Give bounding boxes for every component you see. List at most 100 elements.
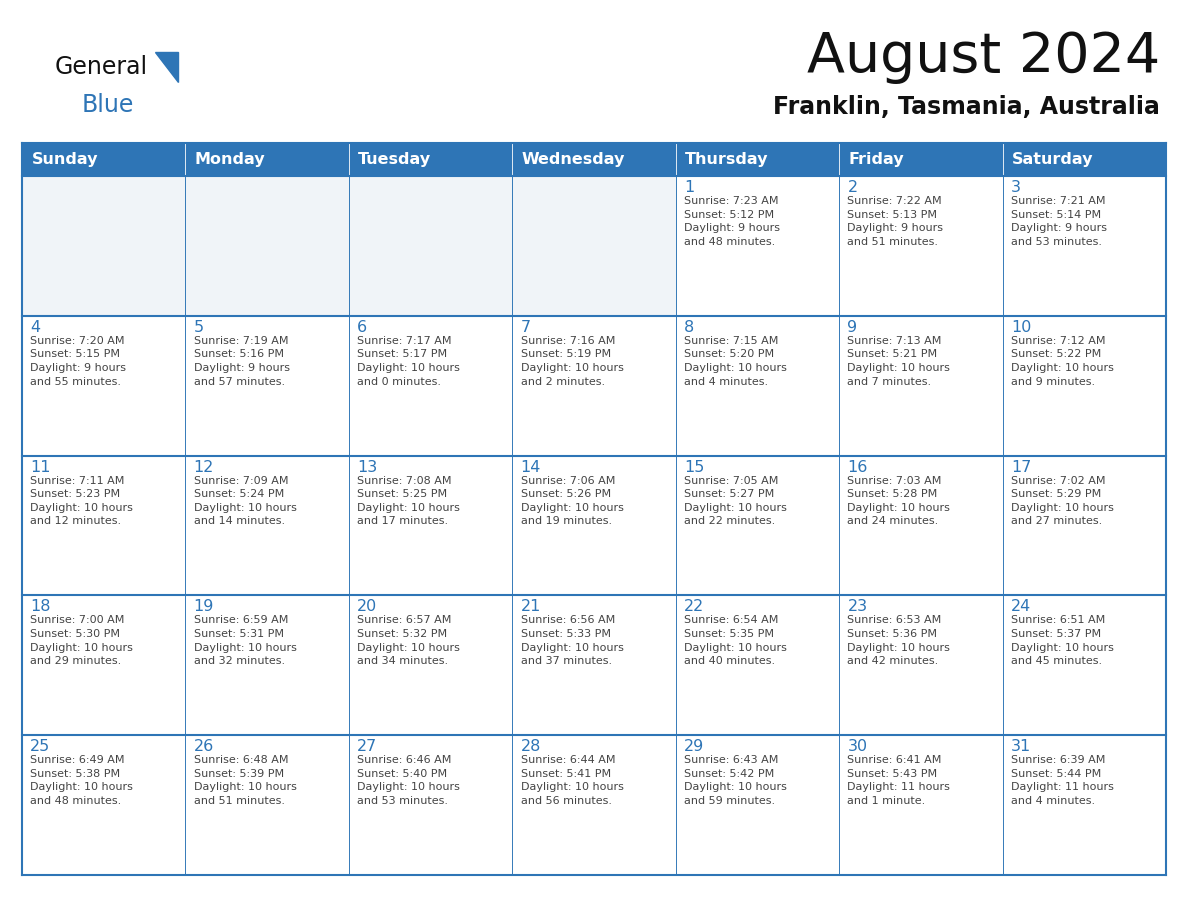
Bar [349, 455, 512, 596]
Text: Sunrise: 7:00 AM
Sunset: 5:30 PM
Daylight: 10 hours
and 29 minutes.: Sunrise: 7:00 AM Sunset: 5:30 PM Dayligh… [31, 615, 133, 666]
Text: Sunrise: 7:19 AM
Sunset: 5:16 PM
Daylight: 9 hours
and 57 minutes.: Sunrise: 7:19 AM Sunset: 5:16 PM Dayligh… [194, 336, 290, 386]
Text: Sunrise: 7:21 AM
Sunset: 5:14 PM
Daylight: 9 hours
and 53 minutes.: Sunrise: 7:21 AM Sunset: 5:14 PM Dayligh… [1011, 196, 1107, 247]
Bar [349, 176, 512, 316]
Text: 28: 28 [520, 739, 541, 755]
Text: Blue: Blue [81, 93, 133, 117]
Text: 2: 2 [847, 180, 858, 195]
Text: Sunrise: 7:20 AM
Sunset: 5:15 PM
Daylight: 9 hours
and 55 minutes.: Sunrise: 7:20 AM Sunset: 5:15 PM Dayligh… [31, 336, 126, 386]
Bar [512, 735, 676, 875]
Text: Sunrise: 7:05 AM
Sunset: 5:27 PM
Daylight: 10 hours
and 22 minutes.: Sunrise: 7:05 AM Sunset: 5:27 PM Dayligh… [684, 476, 786, 526]
Bar [839, 455, 1003, 596]
Text: Sunrise: 6:43 AM
Sunset: 5:42 PM
Daylight: 10 hours
and 59 minutes.: Sunrise: 6:43 AM Sunset: 5:42 PM Dayligh… [684, 756, 786, 806]
Text: Sunrise: 6:56 AM
Sunset: 5:33 PM
Daylight: 10 hours
and 37 minutes.: Sunrise: 6:56 AM Sunset: 5:33 PM Dayligh… [520, 615, 624, 666]
Text: 27: 27 [358, 739, 378, 755]
Text: 11: 11 [31, 460, 51, 475]
Text: 6: 6 [358, 319, 367, 335]
Text: 4: 4 [31, 319, 40, 335]
Bar [676, 735, 839, 875]
Text: Sunrise: 6:44 AM
Sunset: 5:41 PM
Daylight: 10 hours
and 56 minutes.: Sunrise: 6:44 AM Sunset: 5:41 PM Dayligh… [520, 756, 624, 806]
Text: 16: 16 [847, 460, 867, 475]
Text: Sunrise: 7:15 AM
Sunset: 5:20 PM
Daylight: 10 hours
and 4 minutes.: Sunrise: 7:15 AM Sunset: 5:20 PM Dayligh… [684, 336, 786, 386]
Bar [1003, 176, 1165, 316]
Bar [512, 455, 676, 596]
Text: Sunrise: 7:13 AM
Sunset: 5:21 PM
Daylight: 10 hours
and 7 minutes.: Sunrise: 7:13 AM Sunset: 5:21 PM Dayligh… [847, 336, 950, 386]
Text: General: General [55, 55, 148, 79]
Text: Sunrise: 7:02 AM
Sunset: 5:29 PM
Daylight: 10 hours
and 27 minutes.: Sunrise: 7:02 AM Sunset: 5:29 PM Dayligh… [1011, 476, 1114, 526]
Text: 17: 17 [1011, 460, 1031, 475]
Text: Tuesday: Tuesday [359, 152, 431, 167]
Text: Sunrise: 6:46 AM
Sunset: 5:40 PM
Daylight: 10 hours
and 53 minutes.: Sunrise: 6:46 AM Sunset: 5:40 PM Dayligh… [358, 756, 460, 806]
Bar [23, 735, 185, 875]
Text: 18: 18 [31, 599, 51, 614]
Text: 14: 14 [520, 460, 541, 475]
Bar [23, 596, 185, 735]
Text: 29: 29 [684, 739, 704, 755]
Bar [185, 176, 349, 316]
Bar [512, 596, 676, 735]
Text: Sunrise: 7:09 AM
Sunset: 5:24 PM
Daylight: 10 hours
and 14 minutes.: Sunrise: 7:09 AM Sunset: 5:24 PM Dayligh… [194, 476, 297, 526]
Text: Monday: Monday [195, 152, 266, 167]
Text: Sunrise: 7:23 AM
Sunset: 5:12 PM
Daylight: 9 hours
and 48 minutes.: Sunrise: 7:23 AM Sunset: 5:12 PM Dayligh… [684, 196, 781, 247]
Polygon shape [154, 52, 178, 82]
Text: 21: 21 [520, 599, 541, 614]
Bar [839, 596, 1003, 735]
Text: Sunrise: 6:41 AM
Sunset: 5:43 PM
Daylight: 11 hours
and 1 minute.: Sunrise: 6:41 AM Sunset: 5:43 PM Dayligh… [847, 756, 950, 806]
Text: Sunrise: 7:11 AM
Sunset: 5:23 PM
Daylight: 10 hours
and 12 minutes.: Sunrise: 7:11 AM Sunset: 5:23 PM Dayligh… [31, 476, 133, 526]
Bar [1003, 596, 1165, 735]
Text: 23: 23 [847, 599, 867, 614]
Bar [839, 316, 1003, 455]
Text: Sunrise: 7:17 AM
Sunset: 5:17 PM
Daylight: 10 hours
and 0 minutes.: Sunrise: 7:17 AM Sunset: 5:17 PM Dayligh… [358, 336, 460, 386]
Text: 10: 10 [1011, 319, 1031, 335]
Text: 24: 24 [1011, 599, 1031, 614]
Text: Friday: Friday [848, 152, 904, 167]
Text: Sunrise: 6:39 AM
Sunset: 5:44 PM
Daylight: 11 hours
and 4 minutes.: Sunrise: 6:39 AM Sunset: 5:44 PM Dayligh… [1011, 756, 1114, 806]
Text: 5: 5 [194, 319, 204, 335]
Text: 25: 25 [31, 739, 51, 755]
Text: 8: 8 [684, 319, 694, 335]
Text: Sunrise: 6:54 AM
Sunset: 5:35 PM
Daylight: 10 hours
and 40 minutes.: Sunrise: 6:54 AM Sunset: 5:35 PM Dayligh… [684, 615, 786, 666]
Text: Wednesday: Wednesday [522, 152, 625, 167]
Text: 3: 3 [1011, 180, 1020, 195]
Bar [676, 596, 839, 735]
Bar [512, 176, 676, 316]
Bar [23, 455, 185, 596]
Bar [185, 143, 349, 176]
Bar [676, 455, 839, 596]
Text: 20: 20 [358, 599, 378, 614]
Text: 19: 19 [194, 599, 214, 614]
Text: 13: 13 [358, 460, 378, 475]
Text: Sunrise: 6:53 AM
Sunset: 5:36 PM
Daylight: 10 hours
and 42 minutes.: Sunrise: 6:53 AM Sunset: 5:36 PM Dayligh… [847, 615, 950, 666]
Text: 26: 26 [194, 739, 214, 755]
Text: 12: 12 [194, 460, 214, 475]
Text: Sunrise: 7:08 AM
Sunset: 5:25 PM
Daylight: 10 hours
and 17 minutes.: Sunrise: 7:08 AM Sunset: 5:25 PM Dayligh… [358, 476, 460, 526]
Text: Sunrise: 6:59 AM
Sunset: 5:31 PM
Daylight: 10 hours
and 32 minutes.: Sunrise: 6:59 AM Sunset: 5:31 PM Dayligh… [194, 615, 297, 666]
Text: Saturday: Saturday [1012, 152, 1094, 167]
Bar [1003, 455, 1165, 596]
Bar [676, 176, 839, 316]
Bar [839, 176, 1003, 316]
Text: 15: 15 [684, 460, 704, 475]
Text: Sunrise: 7:12 AM
Sunset: 5:22 PM
Daylight: 10 hours
and 9 minutes.: Sunrise: 7:12 AM Sunset: 5:22 PM Dayligh… [1011, 336, 1114, 386]
Bar [349, 316, 512, 455]
Bar [349, 596, 512, 735]
Text: Sunrise: 7:22 AM
Sunset: 5:13 PM
Daylight: 9 hours
and 51 minutes.: Sunrise: 7:22 AM Sunset: 5:13 PM Dayligh… [847, 196, 943, 247]
Bar [23, 143, 185, 176]
Bar [23, 316, 185, 455]
Bar [349, 143, 512, 176]
Text: August 2024: August 2024 [807, 30, 1159, 84]
Text: 7: 7 [520, 319, 531, 335]
Bar [1003, 143, 1165, 176]
Bar [23, 176, 185, 316]
Bar [185, 596, 349, 735]
Bar [676, 316, 839, 455]
Text: Sunday: Sunday [32, 152, 97, 167]
Bar [512, 316, 676, 455]
Text: Sunrise: 7:06 AM
Sunset: 5:26 PM
Daylight: 10 hours
and 19 minutes.: Sunrise: 7:06 AM Sunset: 5:26 PM Dayligh… [520, 476, 624, 526]
Text: Sunrise: 6:57 AM
Sunset: 5:32 PM
Daylight: 10 hours
and 34 minutes.: Sunrise: 6:57 AM Sunset: 5:32 PM Dayligh… [358, 615, 460, 666]
Text: Franklin, Tasmania, Australia: Franklin, Tasmania, Australia [773, 95, 1159, 119]
Text: Sunrise: 6:48 AM
Sunset: 5:39 PM
Daylight: 10 hours
and 51 minutes.: Sunrise: 6:48 AM Sunset: 5:39 PM Dayligh… [194, 756, 297, 806]
Bar [839, 143, 1003, 176]
Bar [839, 735, 1003, 875]
Bar [185, 455, 349, 596]
Bar [185, 316, 349, 455]
